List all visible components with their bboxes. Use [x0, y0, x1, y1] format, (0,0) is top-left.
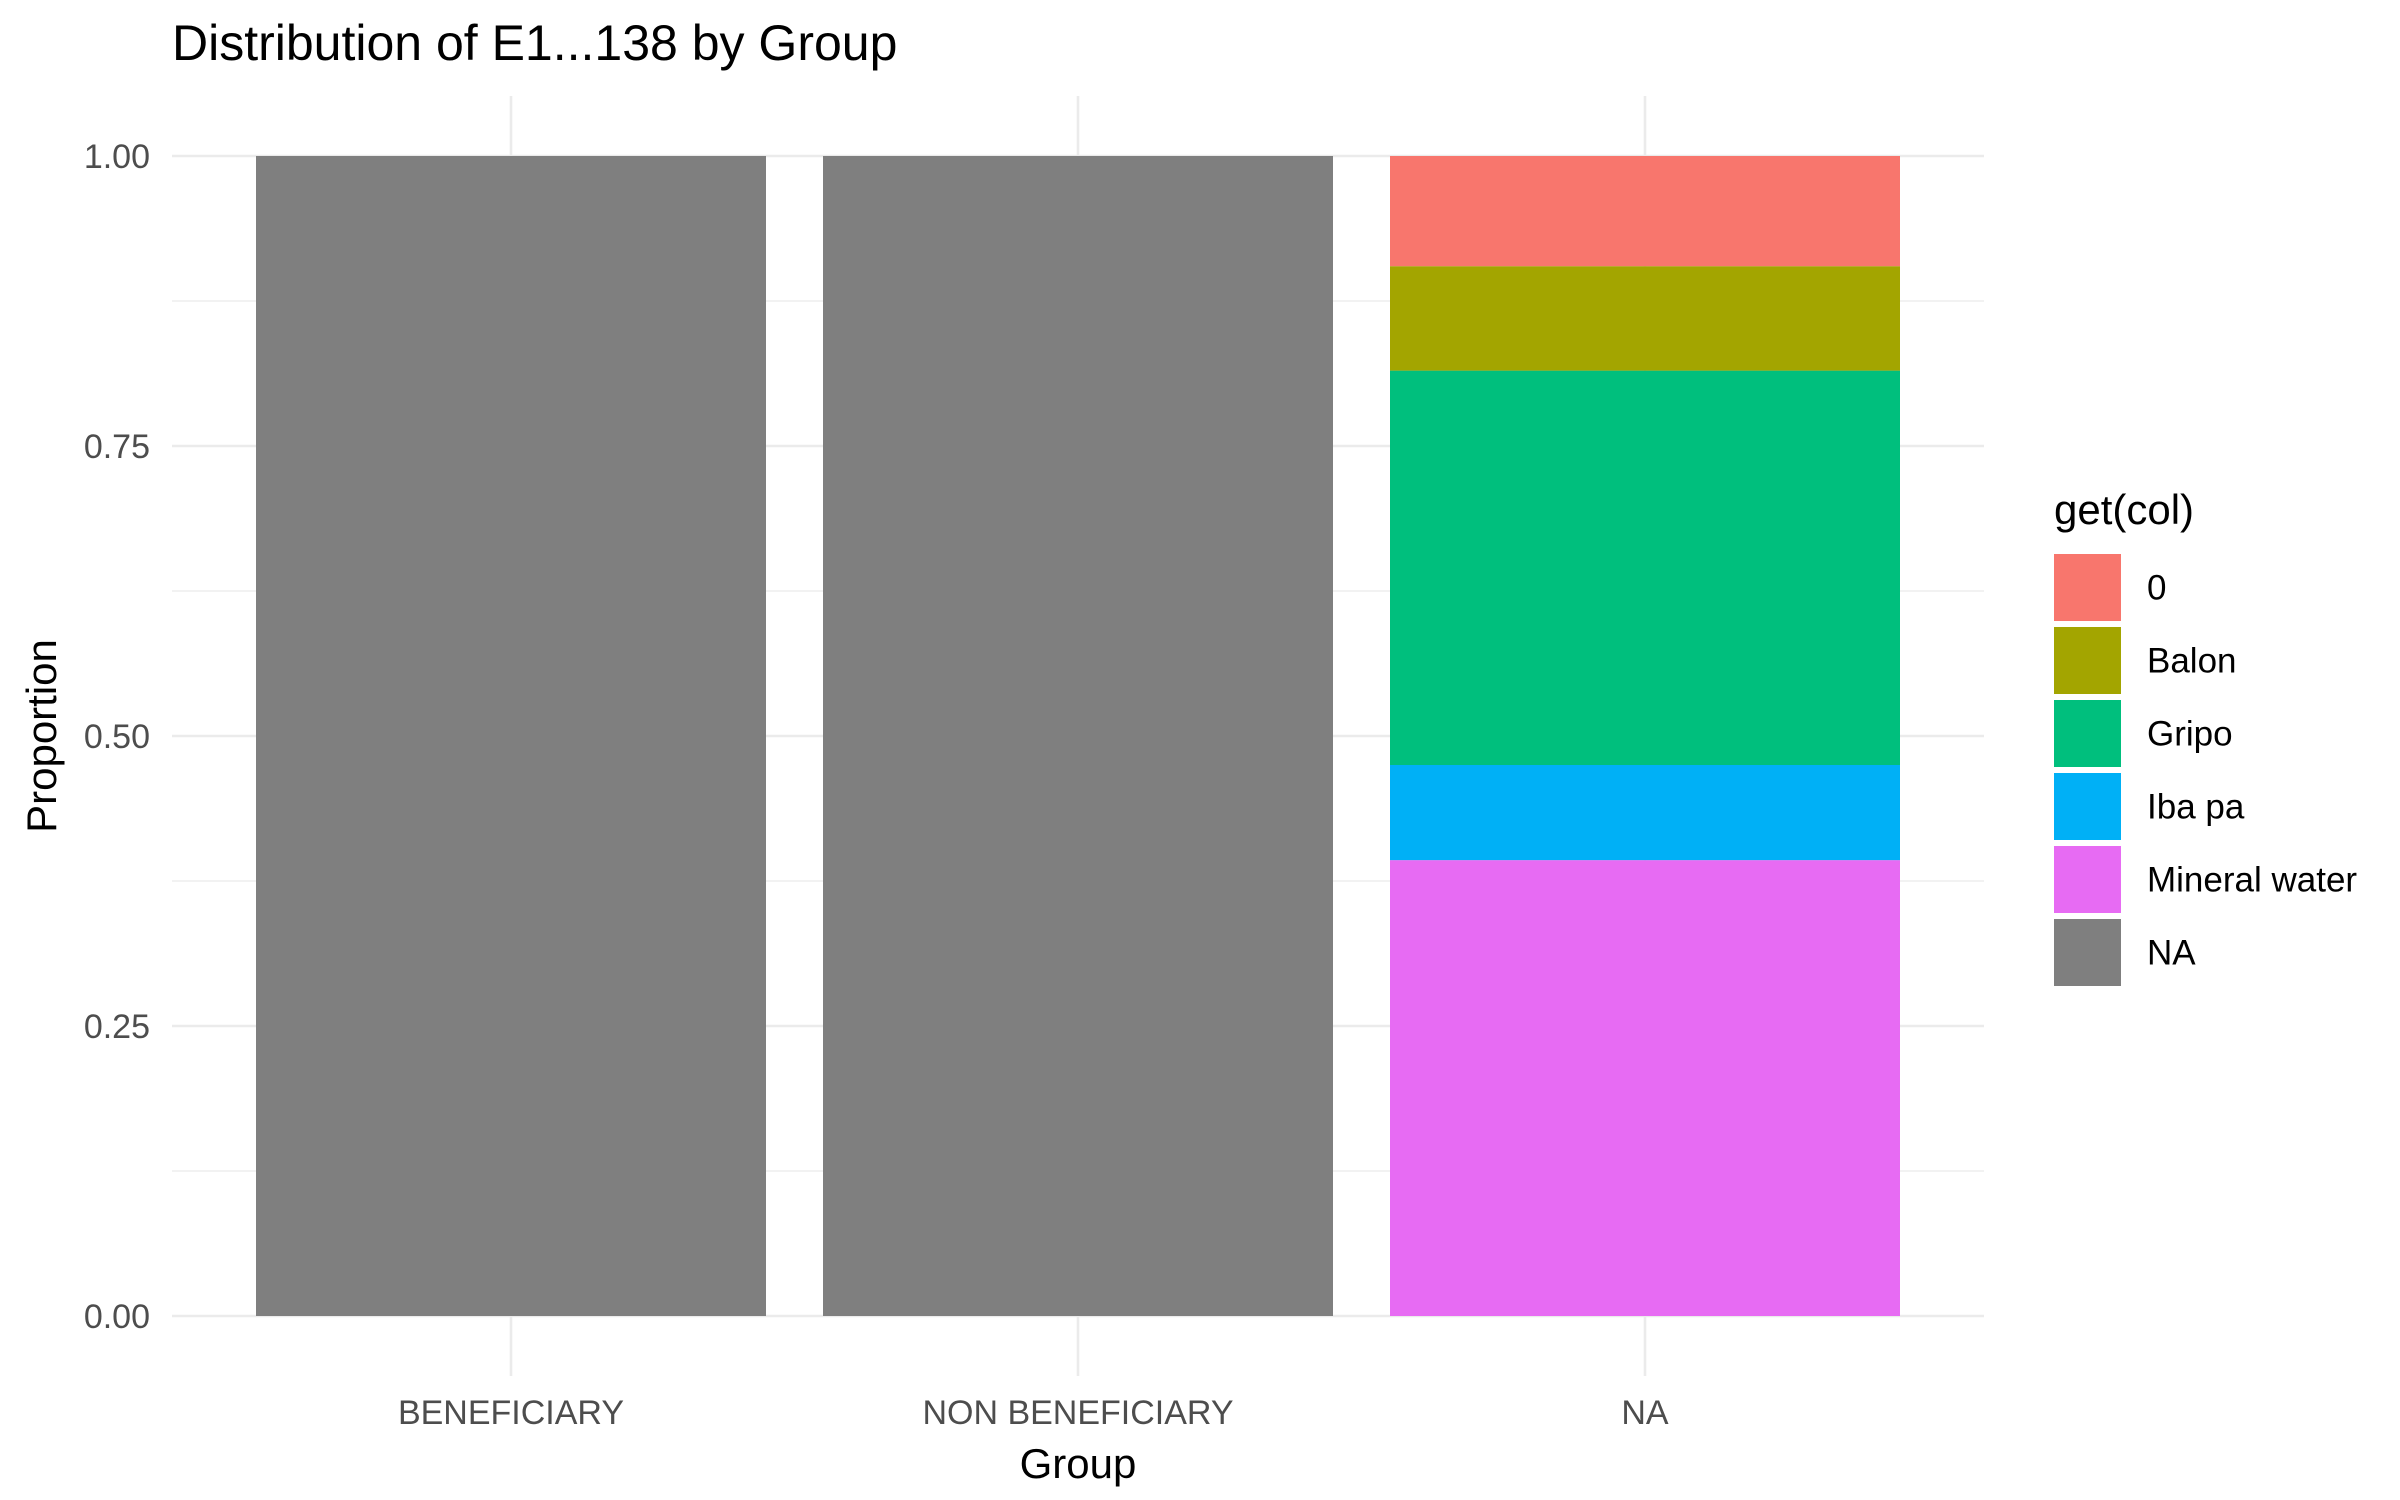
x-tick-label: NA — [1621, 1394, 1669, 1432]
legend-label: Mineral water — [2147, 861, 2357, 900]
bar-segment-na-iba-pa — [1390, 765, 1900, 861]
bar-segment-na-mineral-water — [1390, 860, 1900, 1316]
bar-segment-na-balon — [1390, 266, 1900, 371]
bar-segment-beneficiary-na — [256, 156, 766, 1316]
legend-key — [2054, 554, 2121, 621]
chart-title: Distribution of E1...138 by Group — [172, 15, 897, 71]
legend-label: Balon — [2147, 642, 2237, 681]
y-tick-label: 0.25 — [84, 1008, 150, 1046]
y-tick-label: 0.50 — [84, 718, 150, 756]
legend-title: get(col) — [2054, 486, 2194, 533]
bar-segment-na-gripo — [1390, 370, 1900, 765]
legend-label: Iba pa — [2147, 788, 2245, 827]
x-tick-label: BENEFICIARY — [398, 1394, 624, 1432]
y-tick-label: 1.00 — [84, 138, 150, 176]
legend-label: Gripo — [2147, 715, 2233, 754]
y-tick-label: 0.00 — [84, 1298, 150, 1336]
y-axis-title: Proportion — [18, 639, 65, 833]
legend-item: Gripo — [2054, 700, 2233, 767]
legend-label: NA — [2147, 934, 2196, 973]
axis-layer: 0.00 0.25 0.50 0.75 1.00 BENEFICIARY NON BENEF… — [84, 138, 1669, 1432]
legend-label: 0 — [2147, 569, 2166, 608]
legend-item: 0 — [2054, 554, 2166, 621]
bars-layer — [256, 156, 1900, 1316]
y-tick-label: 0.75 — [84, 428, 150, 466]
bar-segment-non-beneficiary-na — [823, 156, 1333, 1316]
legend-key — [2054, 627, 2121, 694]
bar-segment-na-0 — [1390, 156, 1900, 267]
x-tick-label: NON BENEFICIARY — [922, 1394, 1233, 1432]
legend-key — [2054, 919, 2121, 986]
legend-item: Iba pa — [2054, 773, 2245, 840]
legend-item: Balon — [2054, 627, 2237, 694]
legend-item: Mineral water — [2054, 846, 2357, 913]
legend-key — [2054, 700, 2121, 767]
x-axis-title: Group — [1020, 1440, 1137, 1487]
legend: get(col) 0 Balon Gripo Iba pa Mineral water N… — [2054, 486, 2357, 986]
legend-items: 0 Balon Gripo Iba pa Mineral water NA — [2054, 554, 2357, 986]
legend-key — [2054, 846, 2121, 913]
legend-item: NA — [2054, 919, 2196, 986]
legend-key — [2054, 773, 2121, 840]
